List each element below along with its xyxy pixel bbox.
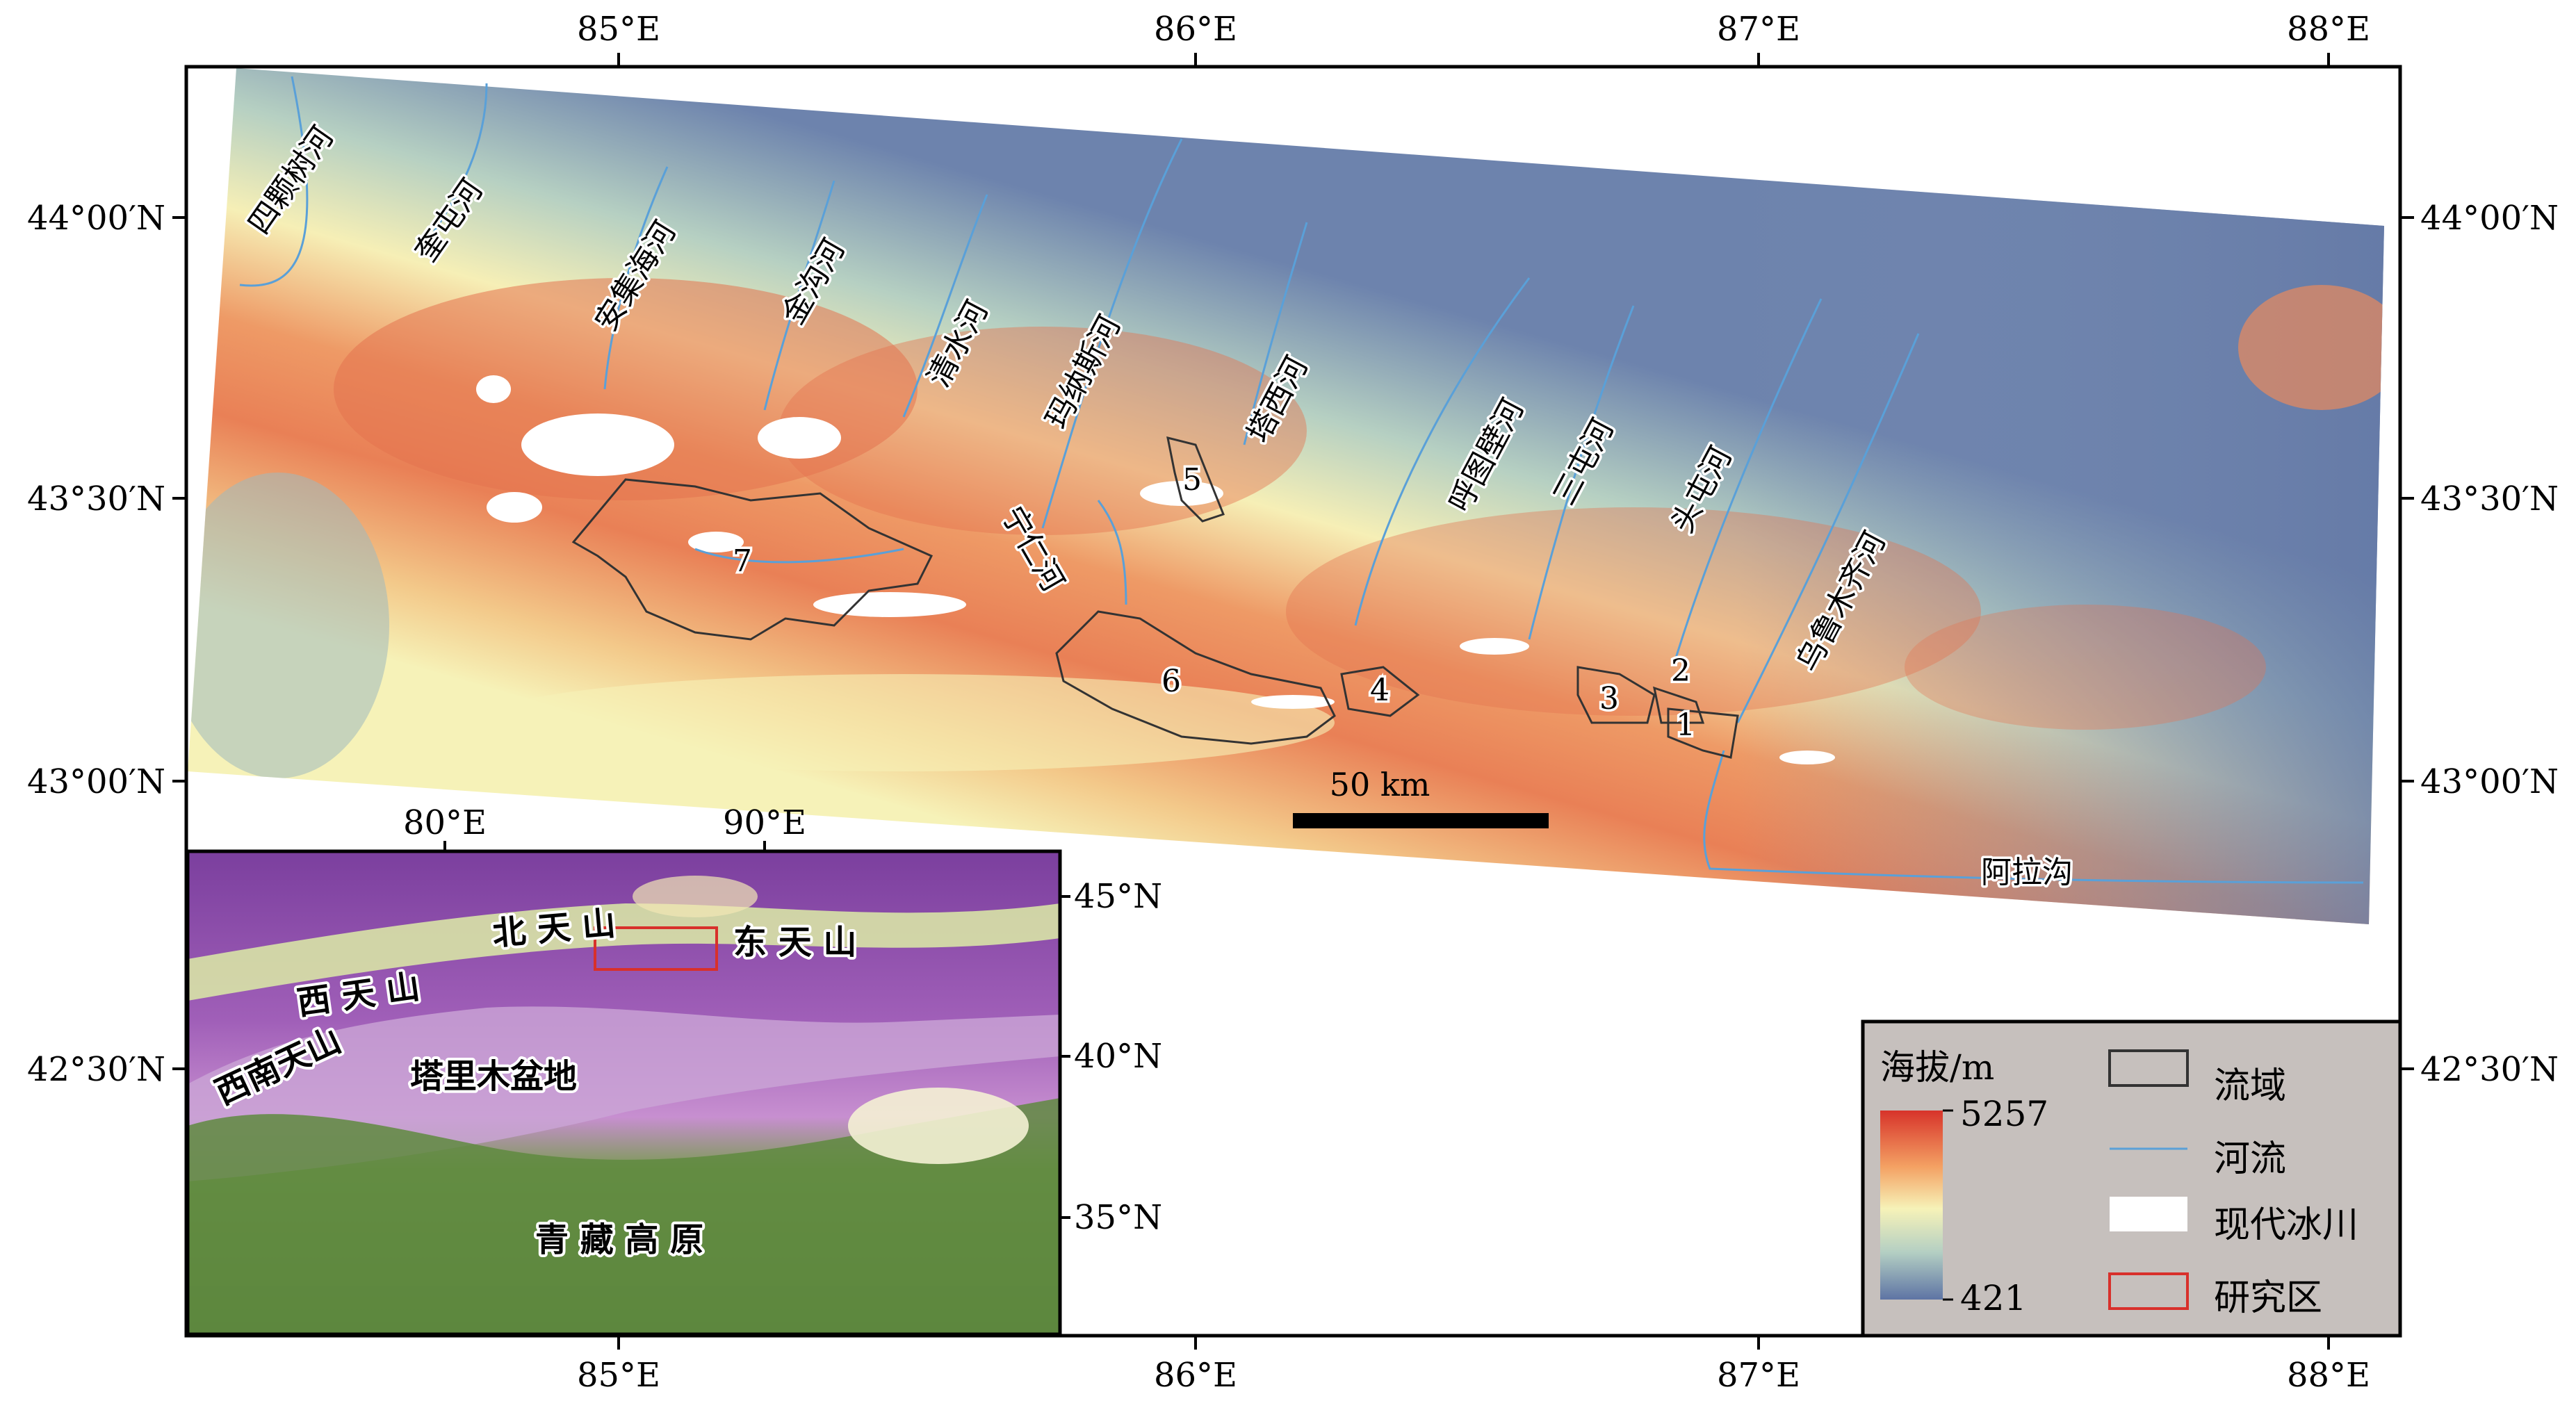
basin-6-outline [1055, 610, 1336, 745]
inset-lat-40: 40°N [1074, 1037, 1162, 1076]
left-lat-4330: 43°30′N [27, 480, 165, 518]
basin-1-outline [1667, 707, 1739, 759]
basin-5-outline [1166, 436, 1225, 523]
inset-label-tibet: 青 藏 高 原 [535, 1220, 703, 1259]
basin-2-outline [1653, 686, 1705, 724]
glaciers [476, 375, 1835, 764]
basin-number-3: 3 [1599, 681, 1619, 716]
inset-map: 80°E 90°E 45°N 40°N 35°N 北 天 山 东 天 山 西 天… [186, 803, 1162, 1336]
top-lon-88: 88°E [2287, 10, 2370, 49]
bottom-lon-88: 88°E [2287, 1356, 2370, 1395]
basin-number-2: 2 [1671, 653, 1690, 689]
rivers [239, 76, 2364, 884]
legend-study-swatch [2108, 1272, 2189, 1310]
legend-max: 5257 [1960, 1094, 2048, 1134]
top-lon-86: 86°E [1154, 10, 1237, 49]
inset-lon-80: 80°E [403, 803, 487, 842]
tick-marks [172, 53, 2414, 1350]
inset-lat-45: 45°N [1074, 877, 1162, 916]
scale-bar-line [1293, 813, 1549, 828]
left-lat-44: 44°00′N [27, 199, 165, 238]
left-lat-4230: 42°30′N [27, 1050, 165, 1089]
basin-number-6: 6 [1161, 664, 1181, 699]
bottom-lon-86: 86°E [1154, 1356, 1237, 1395]
study-area-box [594, 926, 718, 971]
map-frame [184, 65, 2402, 1338]
basin-number-7: 7 [733, 543, 752, 579]
bottom-lon-85: 85°E [577, 1356, 660, 1395]
river-label-阿拉沟: 阿拉沟 [1981, 855, 2073, 890]
inset-label-east-tianshan: 东 天 山 [733, 923, 856, 962]
legend-glacier-label: 现代冰川 [2214, 1204, 2358, 1246]
right-lat-43: 43°00′N [2420, 762, 2559, 801]
scale-bar: 50 km [1293, 766, 1549, 828]
legend: 海拔/m 5257 421 流域 河流 现代冰川 研究区 [1861, 1019, 2402, 1338]
legend-river-label: 河流 [2214, 1138, 2286, 1180]
inset-lon-90: 90°E [723, 803, 806, 842]
lon-ticks-bottom: 85°E 86°E 87°E 88°E [577, 1356, 2370, 1395]
legend-panel [1861, 1019, 2402, 1338]
lat-ticks-right: 44°00′N 43°30′N 43°00′N 42°30′N [2420, 199, 2559, 1089]
basin-3-outline [1576, 666, 1656, 724]
legend-basin-label: 流域 [2214, 1065, 2286, 1107]
legend-color-ramp [1880, 1111, 1943, 1300]
right-lat-4230: 42°30′N [2420, 1050, 2559, 1089]
legend-basin-swatch [2108, 1049, 2189, 1087]
inset-label-north-tianshan: 北 天 山 [491, 904, 617, 953]
basin-number-1: 1 [1676, 707, 1695, 743]
inset-label-tarim: 塔里木盆地 [410, 1057, 577, 1096]
basin-4-outline [1340, 666, 1420, 717]
legend-glacier-swatch [2110, 1197, 2187, 1231]
top-lon-85: 85°E [577, 10, 660, 49]
basins [571, 436, 1739, 759]
lat-ticks-left: 44°00′N 43°30′N 43°00′N 42°30′N [27, 199, 165, 1089]
right-lat-44: 44°00′N [2420, 199, 2559, 238]
legend-study-label: 研究区 [2214, 1277, 2322, 1319]
top-lon-87: 87°E [1717, 10, 1800, 49]
bottom-lon-87: 87°E [1717, 1356, 1800, 1395]
right-lat-4330: 43°30′N [2420, 480, 2559, 518]
elevation-raster [188, 68, 2384, 924]
basin-labels: 1 2 3 4 5 6 7 [731, 460, 1698, 746]
scale-bar-label: 50 km [1330, 766, 1430, 803]
basin-7-outline [571, 478, 934, 641]
legend-title: 海拔/m [1880, 1047, 1994, 1088]
left-lat-43: 43°00′N [27, 762, 165, 801]
lon-ticks-top: 85°E 86°E 87°E 88°E [577, 10, 2370, 49]
inset-lat-35: 35°N [1074, 1198, 1162, 1237]
basin-number-4: 4 [1370, 673, 1389, 708]
basin-number-5: 5 [1182, 462, 1202, 498]
legend-min: 421 [1960, 1278, 2026, 1318]
